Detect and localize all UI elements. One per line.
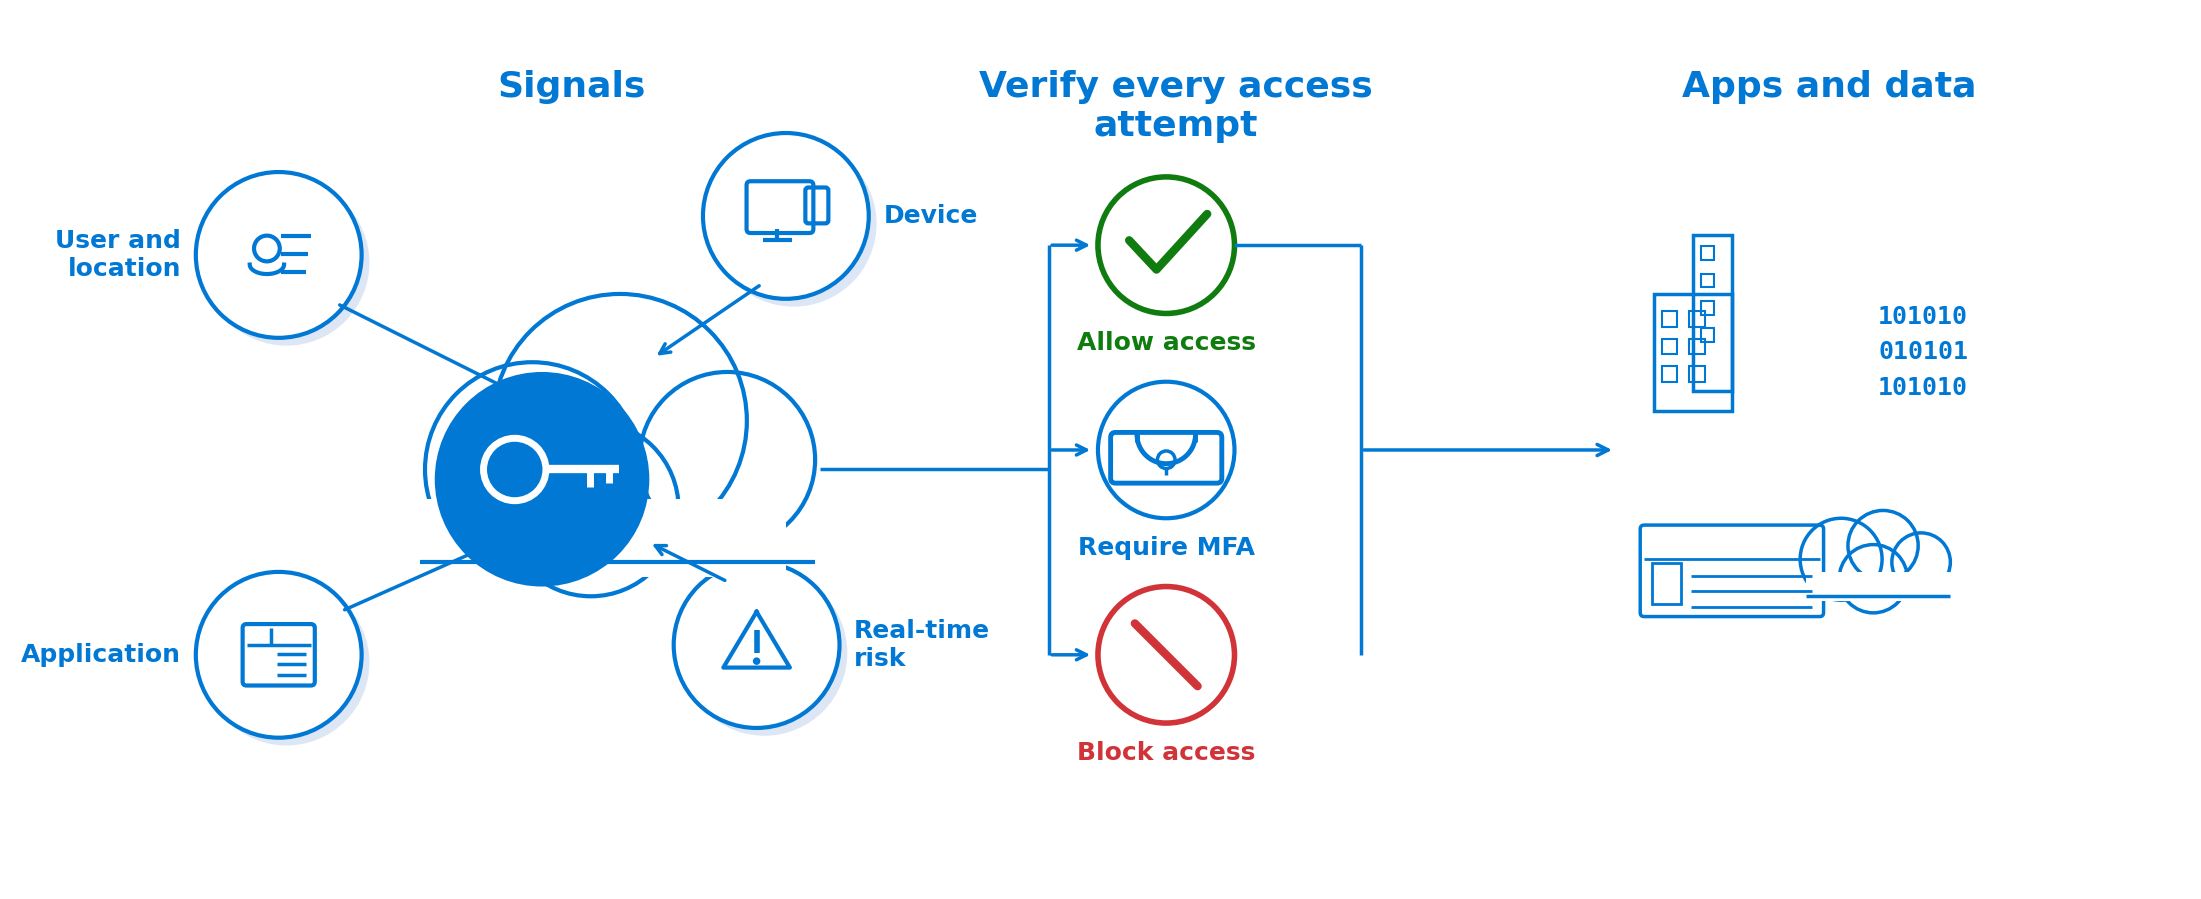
- Text: Verify every access
attempt: Verify every access attempt: [979, 69, 1373, 143]
- Circle shape: [1098, 177, 1235, 314]
- Bar: [1662, 366, 1677, 382]
- Circle shape: [436, 372, 649, 586]
- Bar: [1653, 294, 1732, 411]
- Circle shape: [205, 580, 370, 745]
- Circle shape: [205, 180, 370, 345]
- Bar: [1701, 328, 1715, 342]
- Text: Block access: Block access: [1076, 741, 1255, 765]
- Text: Allow access: Allow access: [1076, 331, 1257, 355]
- Circle shape: [196, 572, 361, 738]
- Circle shape: [753, 657, 759, 665]
- Circle shape: [502, 457, 528, 482]
- Circle shape: [682, 570, 847, 735]
- Bar: [1807, 572, 1950, 601]
- Circle shape: [640, 372, 814, 547]
- Bar: [1701, 273, 1715, 288]
- Circle shape: [1800, 518, 1882, 601]
- Bar: [1653, 563, 1682, 604]
- Circle shape: [196, 172, 361, 338]
- Bar: [1688, 366, 1704, 382]
- Bar: [1693, 236, 1732, 391]
- Text: 101010
010101
101010: 101010 010101 101010: [1877, 305, 1968, 400]
- Bar: [416, 499, 786, 577]
- Circle shape: [674, 562, 839, 728]
- Text: Device: Device: [883, 204, 977, 228]
- Circle shape: [1840, 545, 1908, 613]
- Circle shape: [1893, 533, 1950, 592]
- Bar: [1662, 311, 1677, 327]
- Bar: [1688, 311, 1704, 327]
- Circle shape: [504, 421, 678, 596]
- Circle shape: [425, 362, 640, 577]
- Text: User and
location: User and location: [55, 229, 180, 280]
- Text: Application: Application: [22, 643, 180, 667]
- Circle shape: [1098, 382, 1235, 518]
- Circle shape: [1098, 586, 1235, 723]
- Text: Real-time
risk: Real-time risk: [854, 619, 990, 671]
- Circle shape: [1849, 511, 1917, 581]
- Bar: [1662, 339, 1677, 354]
- Circle shape: [711, 141, 876, 307]
- Bar: [1701, 246, 1715, 260]
- Circle shape: [493, 294, 746, 547]
- Circle shape: [702, 133, 869, 298]
- Bar: [1688, 339, 1704, 354]
- Text: Apps and data: Apps and data: [1682, 69, 1976, 103]
- Text: Require MFA: Require MFA: [1078, 536, 1255, 560]
- Text: Signals: Signals: [497, 69, 645, 103]
- Bar: [1701, 301, 1715, 315]
